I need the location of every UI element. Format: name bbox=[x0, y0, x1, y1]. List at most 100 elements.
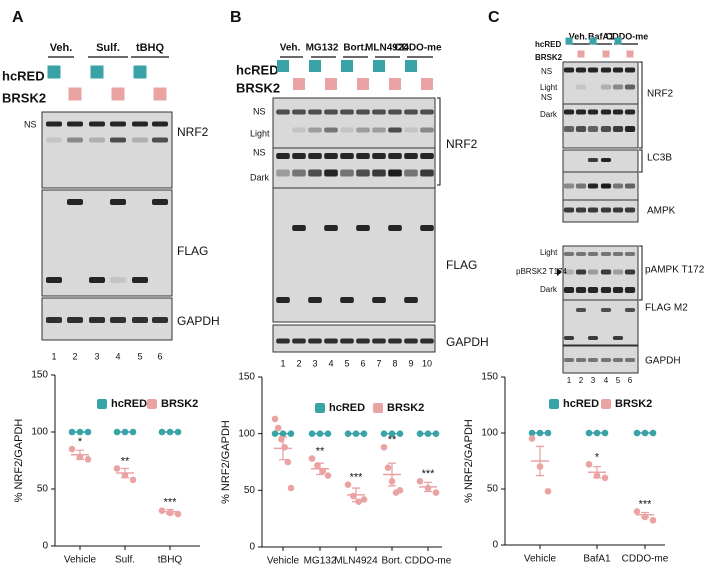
band bbox=[404, 169, 418, 177]
band bbox=[612, 84, 624, 90]
band bbox=[388, 127, 402, 133]
blot-label: AMPK bbox=[647, 206, 676, 217]
hcred-point bbox=[396, 430, 404, 437]
y-axis-label: % NRF2/GAPDH bbox=[13, 419, 25, 503]
band bbox=[372, 109, 386, 115]
band bbox=[388, 153, 402, 159]
lane-number: 1 bbox=[567, 376, 572, 385]
band bbox=[340, 127, 354, 133]
brsk2-point bbox=[601, 474, 609, 482]
y-tick-label: 100 bbox=[481, 428, 498, 439]
hcred-point bbox=[344, 430, 352, 437]
hcred-point bbox=[641, 429, 649, 437]
band bbox=[340, 169, 354, 177]
band bbox=[404, 127, 418, 133]
brsk2-point bbox=[528, 435, 536, 442]
brsk2-point bbox=[633, 508, 641, 515]
band bbox=[132, 137, 148, 143]
hcred-point bbox=[432, 430, 440, 437]
legend-label: hcRED bbox=[329, 402, 365, 414]
band bbox=[308, 297, 322, 303]
blot-label: FLAG bbox=[446, 258, 477, 272]
band bbox=[612, 252, 624, 256]
x-tick-label: CDDO-me bbox=[622, 554, 669, 565]
band bbox=[612, 358, 624, 362]
hcred-point bbox=[68, 428, 76, 436]
blot-label: FLAG M2 bbox=[645, 303, 688, 314]
hcred-point bbox=[279, 430, 287, 437]
treatment-label: Sulf. bbox=[96, 42, 120, 54]
treatment-label: Veh. bbox=[50, 42, 73, 54]
band bbox=[388, 169, 402, 177]
brsk2-square bbox=[68, 87, 82, 101]
brsk2-point bbox=[384, 464, 392, 471]
band bbox=[624, 207, 636, 213]
hcred-point bbox=[129, 428, 137, 436]
hcred-point bbox=[416, 430, 424, 437]
band bbox=[563, 287, 575, 293]
band bbox=[587, 126, 599, 132]
significance: ** bbox=[316, 446, 325, 458]
y-tick-label: 150 bbox=[31, 370, 48, 381]
hcred-point bbox=[121, 428, 129, 436]
band bbox=[89, 317, 105, 323]
band bbox=[308, 153, 322, 159]
band bbox=[292, 225, 306, 231]
lane-number: 2 bbox=[579, 376, 584, 385]
hcred-point bbox=[352, 430, 360, 437]
significance: *** bbox=[164, 496, 178, 508]
hcred-point bbox=[308, 430, 316, 437]
x-tick-label: Vehicle bbox=[524, 554, 557, 565]
band bbox=[388, 109, 402, 115]
hcred-point bbox=[287, 430, 295, 437]
band bbox=[563, 358, 575, 362]
row-label: BRSK2 bbox=[236, 80, 280, 95]
brsk2-point bbox=[113, 465, 121, 472]
brsk2-point bbox=[380, 443, 388, 451]
brsk2-point bbox=[585, 461, 593, 468]
brsk2-point bbox=[593, 472, 601, 479]
band bbox=[110, 317, 126, 323]
band bbox=[340, 109, 354, 115]
band bbox=[575, 109, 587, 115]
x-tick-label: Bort. bbox=[381, 556, 402, 567]
row-label: hcRED bbox=[236, 62, 279, 77]
legend-label: hcRED bbox=[563, 398, 599, 410]
band bbox=[110, 277, 126, 283]
brsk2-point bbox=[649, 517, 657, 524]
band-note: pBRSK2 T174 bbox=[516, 267, 568, 276]
band bbox=[624, 252, 636, 256]
blot-label: NRF2 bbox=[647, 89, 674, 100]
brsk2-point bbox=[278, 436, 285, 443]
band bbox=[276, 338, 290, 344]
band bbox=[372, 127, 386, 133]
brsk2-square bbox=[626, 50, 634, 58]
band bbox=[575, 252, 587, 256]
legend-marker bbox=[373, 403, 383, 413]
legend-marker bbox=[315, 403, 325, 413]
band bbox=[420, 153, 434, 159]
brsk2-square bbox=[357, 78, 369, 90]
band bbox=[132, 277, 148, 283]
legend-marker bbox=[601, 399, 611, 409]
band bbox=[356, 169, 370, 177]
brsk2-point bbox=[287, 484, 295, 492]
y-tick-label: 100 bbox=[31, 427, 48, 438]
band bbox=[612, 336, 624, 340]
band bbox=[292, 153, 306, 159]
treatment-label: MG132 bbox=[306, 43, 339, 54]
band bbox=[600, 287, 612, 293]
brsk2-point bbox=[308, 455, 316, 462]
lane-number: 7 bbox=[376, 358, 381, 368]
brsk2-square bbox=[111, 87, 125, 101]
band bbox=[563, 67, 575, 73]
band bbox=[276, 109, 290, 115]
band bbox=[587, 67, 599, 73]
band bbox=[587, 252, 599, 256]
brsk2-point bbox=[388, 477, 396, 485]
brsk2-point bbox=[544, 487, 552, 495]
band bbox=[587, 109, 599, 115]
treatment-label: MLN4924 bbox=[365, 43, 409, 54]
band bbox=[308, 338, 322, 344]
hcred-square bbox=[589, 37, 597, 45]
